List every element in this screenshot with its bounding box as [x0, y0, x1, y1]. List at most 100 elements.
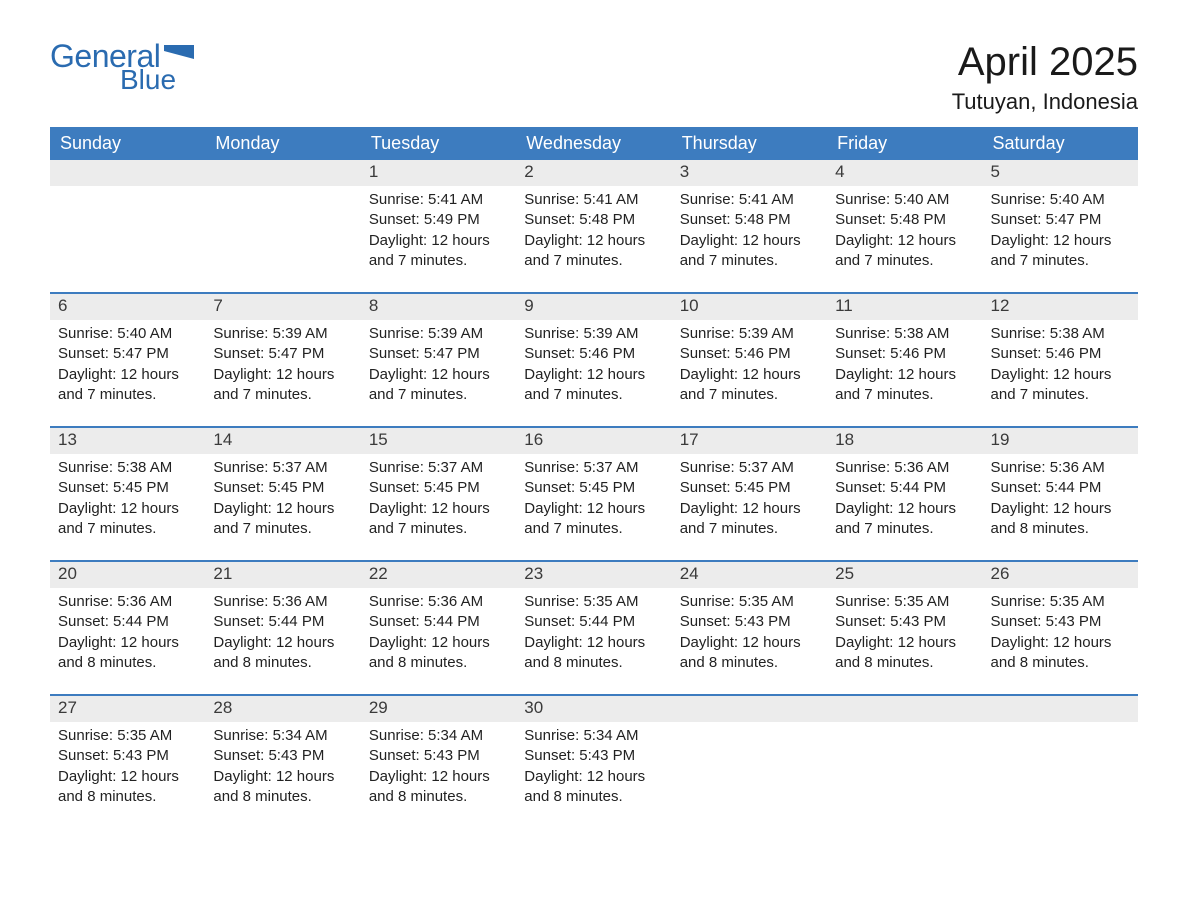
day-details: Sunrise: 5:37 AMSunset: 5:45 PMDaylight:…	[516, 454, 671, 547]
daylight-line: Daylight: 12 hours and 7 minutes.	[680, 365, 819, 406]
sunrise-line: Sunrise: 5:34 AM	[213, 726, 352, 746]
daylight-line: Daylight: 12 hours and 8 minutes.	[680, 633, 819, 674]
sunrise-line: Sunrise: 5:35 AM	[524, 592, 663, 612]
sunrise-line: Sunrise: 5:36 AM	[369, 592, 508, 612]
calendar-day-cell: 12Sunrise: 5:38 AMSunset: 5:46 PMDayligh…	[983, 293, 1138, 427]
day-number: 15	[361, 428, 516, 454]
calendar-day-cell	[827, 695, 982, 828]
calendar-day-cell: 27Sunrise: 5:35 AMSunset: 5:43 PMDayligh…	[50, 695, 205, 828]
day-details: Sunrise: 5:36 AMSunset: 5:44 PMDaylight:…	[361, 588, 516, 681]
daylight-line: Daylight: 12 hours and 7 minutes.	[369, 499, 508, 540]
day-details: Sunrise: 5:41 AMSunset: 5:48 PMDaylight:…	[672, 186, 827, 279]
sunrise-line: Sunrise: 5:37 AM	[369, 458, 508, 478]
day-details: Sunrise: 5:35 AMSunset: 5:43 PMDaylight:…	[983, 588, 1138, 681]
calendar-day-cell	[205, 160, 360, 293]
day-details: Sunrise: 5:40 AMSunset: 5:47 PMDaylight:…	[983, 186, 1138, 279]
daylight-line: Daylight: 12 hours and 7 minutes.	[835, 231, 974, 272]
day-number: 11	[827, 294, 982, 320]
day-number: 27	[50, 696, 205, 722]
daylight-line: Daylight: 12 hours and 7 minutes.	[369, 365, 508, 406]
sunrise-line: Sunrise: 5:38 AM	[991, 324, 1130, 344]
sunrise-line: Sunrise: 5:35 AM	[58, 726, 197, 746]
daylight-line: Daylight: 12 hours and 7 minutes.	[680, 499, 819, 540]
daylight-line: Daylight: 12 hours and 8 minutes.	[58, 633, 197, 674]
calendar-day-cell: 2Sunrise: 5:41 AMSunset: 5:48 PMDaylight…	[516, 160, 671, 293]
weekday-header: Tuesday	[361, 127, 516, 160]
calendar-day-cell: 11Sunrise: 5:38 AMSunset: 5:46 PMDayligh…	[827, 293, 982, 427]
daylight-line: Daylight: 12 hours and 8 minutes.	[369, 633, 508, 674]
calendar-body: 1Sunrise: 5:41 AMSunset: 5:49 PMDaylight…	[50, 160, 1138, 828]
sunset-line: Sunset: 5:46 PM	[680, 344, 819, 364]
day-number: 6	[50, 294, 205, 320]
day-number: 12	[983, 294, 1138, 320]
day-details: Sunrise: 5:39 AMSunset: 5:47 PMDaylight:…	[361, 320, 516, 413]
day-details: Sunrise: 5:40 AMSunset: 5:48 PMDaylight:…	[827, 186, 982, 279]
daylight-line: Daylight: 12 hours and 8 minutes.	[991, 633, 1130, 674]
day-number	[672, 696, 827, 722]
day-number: 5	[983, 160, 1138, 186]
day-number: 19	[983, 428, 1138, 454]
day-number: 22	[361, 562, 516, 588]
day-number	[205, 160, 360, 186]
calendar-day-cell: 15Sunrise: 5:37 AMSunset: 5:45 PMDayligh…	[361, 427, 516, 561]
sunrise-line: Sunrise: 5:39 AM	[369, 324, 508, 344]
month-title: April 2025	[952, 40, 1138, 85]
calendar-day-cell: 7Sunrise: 5:39 AMSunset: 5:47 PMDaylight…	[205, 293, 360, 427]
sunset-line: Sunset: 5:45 PM	[680, 478, 819, 498]
day-number: 1	[361, 160, 516, 186]
sunset-line: Sunset: 5:43 PM	[835, 612, 974, 632]
daylight-line: Daylight: 12 hours and 8 minutes.	[369, 767, 508, 808]
daylight-line: Daylight: 12 hours and 7 minutes.	[58, 499, 197, 540]
sunrise-line: Sunrise: 5:36 AM	[213, 592, 352, 612]
day-number: 7	[205, 294, 360, 320]
day-details: Sunrise: 5:39 AMSunset: 5:46 PMDaylight:…	[672, 320, 827, 413]
day-number: 18	[827, 428, 982, 454]
calendar-day-cell: 6Sunrise: 5:40 AMSunset: 5:47 PMDaylight…	[50, 293, 205, 427]
calendar-day-cell: 8Sunrise: 5:39 AMSunset: 5:47 PMDaylight…	[361, 293, 516, 427]
day-number: 17	[672, 428, 827, 454]
day-number: 3	[672, 160, 827, 186]
sunrise-line: Sunrise: 5:37 AM	[680, 458, 819, 478]
sunrise-line: Sunrise: 5:40 AM	[991, 190, 1130, 210]
day-number	[50, 160, 205, 186]
sunset-line: Sunset: 5:44 PM	[991, 478, 1130, 498]
weekday-header: Monday	[205, 127, 360, 160]
calendar-week-row: 6Sunrise: 5:40 AMSunset: 5:47 PMDaylight…	[50, 293, 1138, 427]
sunrise-line: Sunrise: 5:41 AM	[680, 190, 819, 210]
day-details: Sunrise: 5:34 AMSunset: 5:43 PMDaylight:…	[361, 722, 516, 815]
day-details: Sunrise: 5:38 AMSunset: 5:46 PMDaylight:…	[983, 320, 1138, 413]
day-details: Sunrise: 5:35 AMSunset: 5:43 PMDaylight:…	[672, 588, 827, 681]
daylight-line: Daylight: 12 hours and 8 minutes.	[213, 767, 352, 808]
daylight-line: Daylight: 12 hours and 8 minutes.	[213, 633, 352, 674]
day-number: 28	[205, 696, 360, 722]
location: Tutuyan, Indonesia	[952, 89, 1138, 115]
daylight-line: Daylight: 12 hours and 7 minutes.	[524, 365, 663, 406]
sunset-line: Sunset: 5:44 PM	[58, 612, 197, 632]
daylight-line: Daylight: 12 hours and 7 minutes.	[524, 231, 663, 272]
daylight-line: Daylight: 12 hours and 7 minutes.	[58, 365, 197, 406]
sunrise-line: Sunrise: 5:39 AM	[213, 324, 352, 344]
daylight-line: Daylight: 12 hours and 8 minutes.	[991, 499, 1130, 540]
sunrise-line: Sunrise: 5:34 AM	[369, 726, 508, 746]
calendar-day-cell: 1Sunrise: 5:41 AMSunset: 5:49 PMDaylight…	[361, 160, 516, 293]
calendar-day-cell	[50, 160, 205, 293]
day-number: 25	[827, 562, 982, 588]
sunset-line: Sunset: 5:45 PM	[213, 478, 352, 498]
sunrise-line: Sunrise: 5:40 AM	[58, 324, 197, 344]
sunset-line: Sunset: 5:43 PM	[991, 612, 1130, 632]
sunset-line: Sunset: 5:46 PM	[835, 344, 974, 364]
calendar-day-cell: 16Sunrise: 5:37 AMSunset: 5:45 PMDayligh…	[516, 427, 671, 561]
day-number	[983, 696, 1138, 722]
header: General Blue April 2025 Tutuyan, Indones…	[50, 40, 1138, 115]
day-details: Sunrise: 5:36 AMSunset: 5:44 PMDaylight:…	[983, 454, 1138, 547]
day-details: Sunrise: 5:41 AMSunset: 5:48 PMDaylight:…	[516, 186, 671, 279]
daylight-line: Daylight: 12 hours and 8 minutes.	[835, 633, 974, 674]
calendar-day-cell: 26Sunrise: 5:35 AMSunset: 5:43 PMDayligh…	[983, 561, 1138, 695]
daylight-line: Daylight: 12 hours and 7 minutes.	[835, 365, 974, 406]
daylight-line: Daylight: 12 hours and 8 minutes.	[58, 767, 197, 808]
day-number: 14	[205, 428, 360, 454]
day-details: Sunrise: 5:35 AMSunset: 5:43 PMDaylight:…	[827, 588, 982, 681]
sunset-line: Sunset: 5:44 PM	[524, 612, 663, 632]
calendar-day-cell: 3Sunrise: 5:41 AMSunset: 5:48 PMDaylight…	[672, 160, 827, 293]
sunset-line: Sunset: 5:43 PM	[369, 746, 508, 766]
